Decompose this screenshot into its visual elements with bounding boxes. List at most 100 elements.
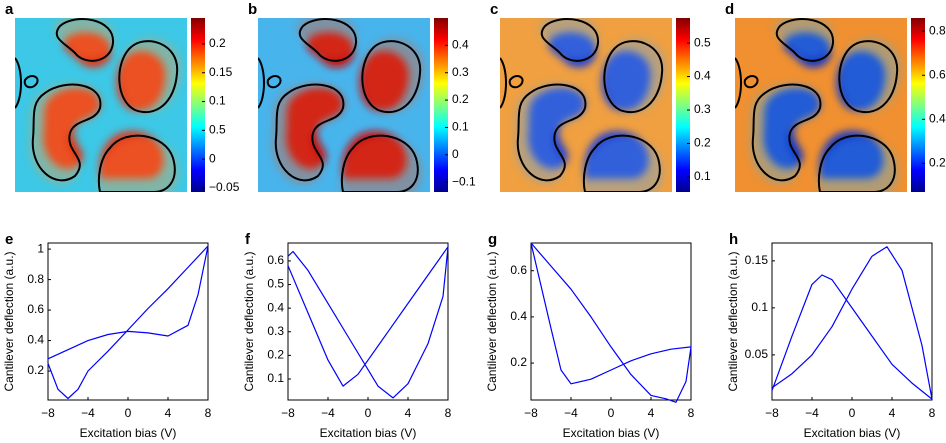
domain-contour [340, 134, 419, 192]
hysteresis-loop [47, 245, 209, 400]
colorbar [191, 18, 205, 192]
domain-contour [775, 18, 835, 62]
domain-contour [540, 18, 600, 62]
colorbar-tick-label: 0.5 [694, 35, 711, 49]
map [735, 18, 907, 192]
domain-core [774, 18, 834, 59]
y-tick-label: 0.1 [751, 300, 768, 314]
x-tick-label: 0 [365, 406, 372, 420]
hysteresis-loop [530, 242, 692, 403]
x-tick-label: 0 [125, 406, 132, 420]
y-tick-label: 0.2 [267, 348, 284, 362]
domain-contour [31, 83, 102, 182]
domain-core [840, 37, 901, 113]
domain-contour [361, 40, 422, 114]
domain-contour [751, 83, 822, 182]
y-tick-label: 0.2 [510, 355, 527, 369]
domain-core [749, 83, 821, 185]
x-tick-label: −4 [805, 406, 819, 420]
y-tick-label: 0.3 [267, 324, 284, 338]
colorbar-tick-label: 0.4 [452, 38, 469, 52]
x-tick-label: −4 [321, 406, 335, 420]
plot-frame [47, 242, 209, 401]
x-axis-label: Excitation bias (V) [563, 426, 660, 440]
domain-core [539, 18, 599, 59]
domain-core [514, 83, 586, 185]
x-tick-label: −8 [524, 406, 538, 420]
y-tick-label: 1 [37, 241, 44, 255]
colorbar-tick-label: 0 [452, 147, 459, 161]
domain-core [605, 37, 666, 113]
y-axis-label: Cantilever deflection (a.u.) [726, 251, 740, 391]
colorbar-tick-label: −0.05 [209, 180, 240, 194]
y-tick-label: 0.05 [745, 347, 769, 361]
domain-core [341, 137, 422, 192]
contours [735, 18, 899, 192]
domain-contour [838, 40, 899, 114]
colorbar-tick-label: 0.4 [929, 111, 946, 125]
colorbar-tick-label: −0.1 [452, 174, 476, 188]
plot-frame [530, 242, 692, 401]
x-axis-label: Excitation bias (V) [80, 426, 177, 440]
domain-core [818, 137, 899, 192]
domain-contour [258, 57, 265, 109]
x-tick-label: −4 [81, 406, 95, 420]
colorbar-tick-label: 0.4 [694, 69, 711, 83]
y-tick-label: 0.5 [267, 277, 284, 291]
domain-core [54, 18, 114, 59]
panel-letter: h [729, 231, 738, 248]
x-axis-label: Excitation bias (V) [320, 426, 417, 440]
domain-core [272, 83, 344, 185]
y-tick-label: 0.4 [510, 309, 527, 323]
colorbar-tick-label: 0.1 [209, 94, 226, 108]
panel-letter: g [488, 231, 497, 248]
y-tick-label: 0.1 [267, 371, 284, 385]
colorbar-tick-label: 0.2 [929, 156, 946, 170]
x-tick-label: −8 [281, 406, 295, 420]
colorbar [911, 18, 925, 192]
map-blobs [749, 18, 901, 192]
colorbar-tick-label: 0.2 [452, 92, 469, 106]
domain-contour [274, 83, 345, 182]
hysteresis-loop [287, 246, 449, 399]
domain-contour [582, 134, 661, 192]
colorbar-tick-label: 0.3 [452, 65, 469, 79]
panel-letter: f [245, 231, 251, 248]
domain-core [583, 137, 664, 192]
y-tick-label: 0.4 [27, 333, 44, 347]
y-axis-label: Cantilever deflection (a.u.) [242, 251, 256, 391]
colorbar-tick-label: 0.1 [694, 169, 711, 183]
x-tick-label: −8 [765, 406, 779, 420]
x-tick-label: 8 [445, 406, 452, 420]
colorbar-tick-label: 0.2 [209, 36, 226, 50]
colorbar-tick-label: 0.5 [209, 123, 226, 137]
domain-contour [266, 75, 282, 89]
y-axis-label: Cantilever deflection (a.u.) [2, 251, 16, 391]
domain-contour [603, 40, 664, 114]
colorbar [676, 18, 690, 192]
colorbar-tick-label: 0.1 [452, 120, 469, 134]
colorbar-tick-label: 0.3 [694, 102, 711, 116]
contours [15, 18, 179, 192]
map [15, 18, 187, 192]
y-tick-label: 0.8 [27, 272, 44, 286]
domain-contour [500, 57, 507, 109]
domain-contour [55, 18, 115, 62]
domain-contour [516, 83, 587, 182]
domain-core [98, 137, 179, 192]
domain-contour [743, 75, 759, 89]
y-tick-label: 0.2 [27, 363, 44, 377]
x-axis-label: Excitation bias (V) [804, 426, 901, 440]
x-tick-label: 0 [608, 406, 615, 420]
domain-core [363, 37, 424, 113]
colorbar-tick-label: 0.8 [929, 23, 946, 37]
plot-frame [771, 242, 933, 401]
x-tick-label: 4 [889, 406, 896, 420]
y-axis-label: Cantilever deflection (a.u.) [485, 251, 499, 391]
colorbar-tick-label: 0 [209, 151, 216, 165]
domain-core [29, 83, 101, 185]
domain-contour [97, 134, 176, 192]
x-tick-label: 0 [849, 406, 856, 420]
domain-contour [817, 134, 896, 192]
